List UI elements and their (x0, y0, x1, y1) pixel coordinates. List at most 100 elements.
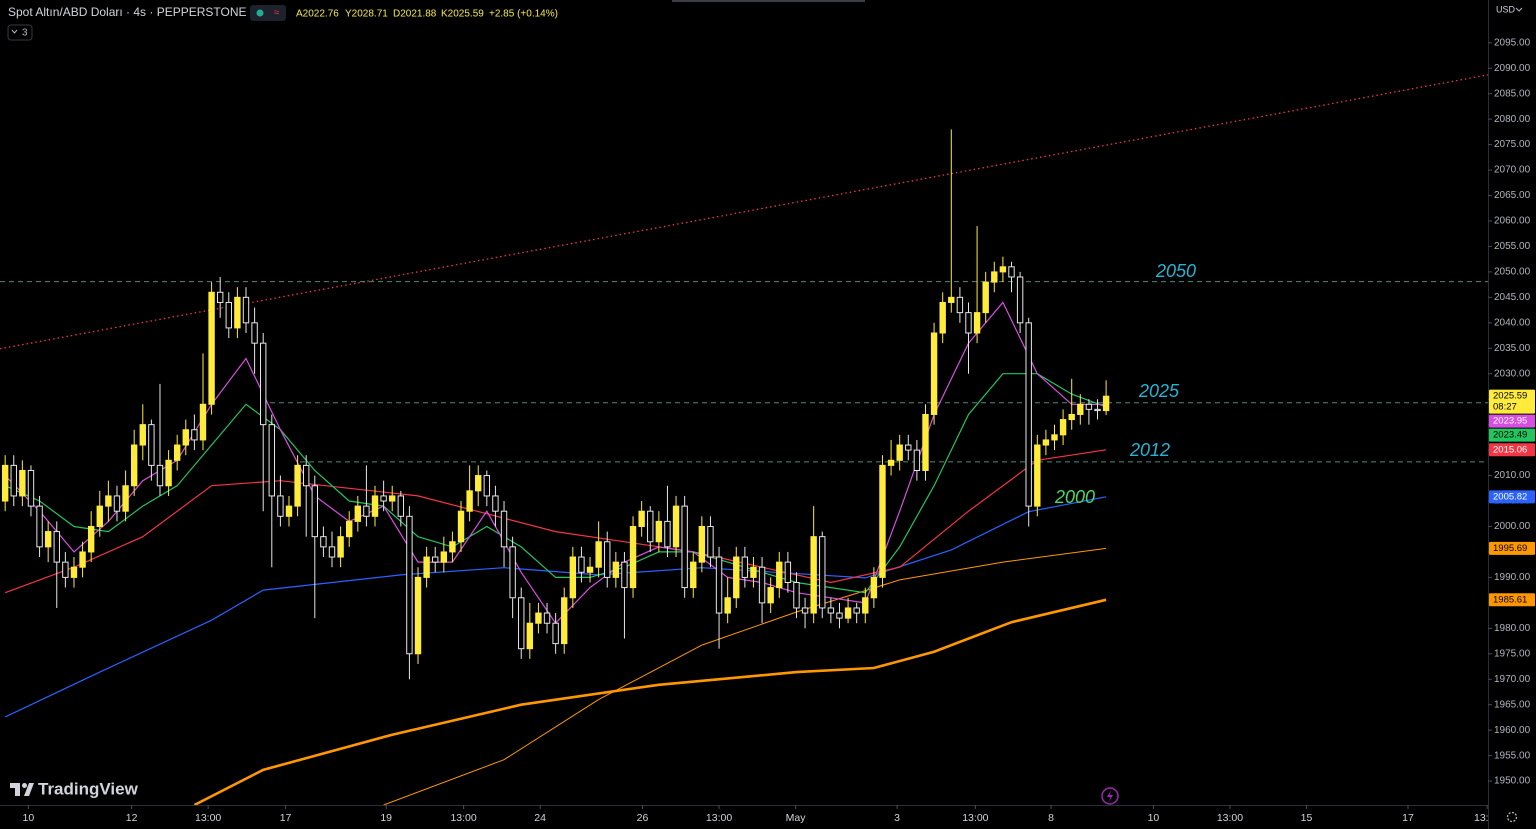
candle-body (595, 541, 602, 568)
price-label: 2023.95 (1493, 416, 1527, 427)
moving-average (4, 449, 1107, 594)
candle-body (165, 459, 172, 487)
x-tick-label: 17 (280, 812, 292, 824)
candle-body (182, 429, 189, 446)
settings-icon[interactable] (1506, 811, 1518, 823)
candle-body (216, 291, 224, 303)
y-tick-label: 2040.00 (1494, 317, 1531, 328)
candle-body (346, 520, 353, 538)
candle-body (285, 505, 293, 517)
ohlc-high: Y2028.71 (345, 9, 388, 20)
x-tick-label: 13:00 (1217, 812, 1243, 824)
plot-area (0, 74, 1488, 805)
price-label-box (1489, 541, 1535, 555)
y-tick-label: 1965.00 (1494, 699, 1531, 710)
x-tick-label: 13:00 (706, 812, 732, 824)
price-label-box (1489, 389, 1535, 414)
candle-body (690, 561, 697, 589)
candle-body (629, 525, 637, 589)
candle-body (1059, 419, 1067, 436)
price-label-box (1489, 593, 1535, 607)
candle-body (130, 444, 138, 487)
y-tick-label: 1980.00 (1494, 623, 1531, 634)
legend: Spot Altın/ABD Doları · 4s · PEPPERSTONE… (7, 5, 558, 41)
moving-average (383, 547, 1107, 805)
logo-dot (22, 783, 27, 788)
x-tick-label: 13:00 (195, 812, 221, 824)
candle-body (621, 561, 628, 589)
candle-body (27, 469, 35, 507)
candle-body (561, 597, 568, 645)
candle-body (303, 464, 310, 487)
candle-body (672, 505, 680, 548)
candle-body (311, 485, 319, 538)
candle-body (707, 525, 714, 558)
price-label: 2025.59 (1493, 391, 1527, 402)
candle-body (543, 612, 551, 624)
candle-body (535, 612, 542, 624)
candle-body (991, 271, 998, 283)
candle-body (1008, 266, 1015, 278)
candle-body (1077, 403, 1084, 415)
candle-body (956, 296, 964, 314)
y-tick-label: 1950.00 (1494, 776, 1531, 787)
ohlc-open: A2022.76 (296, 9, 339, 20)
candle-body (913, 449, 921, 471)
price-label: 2023.49 (1493, 430, 1527, 441)
y-tick-label: 2070.00 (1494, 165, 1531, 176)
candle-body (87, 525, 95, 553)
candle-body (948, 296, 955, 303)
indicator-toggle[interactable] (7, 24, 33, 41)
candle-body (1025, 322, 1032, 507)
indicator-count: 3 (22, 28, 28, 39)
y-tick-label: 2035.00 (1494, 343, 1531, 354)
candle-body (457, 510, 465, 543)
candle-body (122, 485, 129, 512)
annotation: 2000 (1054, 487, 1095, 507)
status-badge (250, 5, 286, 21)
candle-body (569, 556, 577, 599)
currency[interactable]: USD (1496, 4, 1516, 14)
candle-body (406, 515, 413, 655)
candle-body (62, 561, 69, 578)
logo-mark (10, 783, 34, 796)
candle-body (879, 464, 886, 578)
candle-body (518, 597, 525, 650)
candle-body (715, 556, 723, 614)
y-tick-label: 1990.00 (1494, 572, 1531, 583)
x-tick-label: 17 (1402, 812, 1414, 824)
candle-body (801, 607, 809, 614)
candle-body (750, 566, 757, 578)
candle-body (965, 312, 972, 334)
candle-body (96, 505, 103, 527)
candle-body (500, 510, 508, 548)
candle-body (337, 536, 344, 558)
candle-body (836, 612, 843, 619)
alert-icon[interactable] (1101, 787, 1119, 805)
corner-panel (1489, 806, 1536, 829)
candle-body (698, 525, 706, 563)
x-tick-label: 24 (534, 812, 546, 824)
delay-icon: ≈ (274, 8, 280, 19)
price-label: 2005.82 (1493, 491, 1527, 502)
candle-body (509, 546, 516, 599)
candle-body (268, 424, 275, 497)
candle-body (844, 607, 852, 619)
candle-body (681, 505, 688, 589)
candle-body (767, 587, 774, 604)
logo: TradingView (10, 779, 139, 798)
y-tick-label: 2010.00 (1494, 470, 1531, 481)
candle-body (655, 520, 663, 543)
x-tick-label: 12 (126, 812, 138, 824)
price-label-box (1489, 428, 1535, 442)
candle-body (466, 490, 473, 512)
candle-body (19, 469, 26, 497)
candle-body (423, 556, 430, 578)
candle-body (647, 510, 654, 543)
candle-body (922, 413, 929, 471)
candle-body (139, 424, 146, 446)
y-tick-label: 2095.00 (1494, 37, 1531, 48)
candle-body (819, 536, 826, 609)
candle-body (758, 566, 766, 604)
